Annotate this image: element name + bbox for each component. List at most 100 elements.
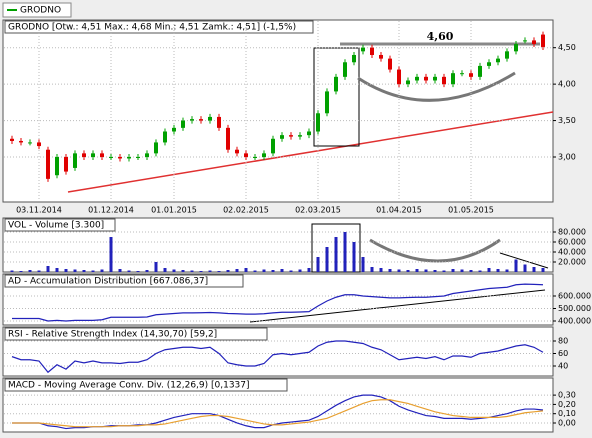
x-tick-label: 02.02.2015 [223,206,269,215]
x-tick-label: 03.11.2014 [16,206,62,215]
candle-body [190,119,194,121]
candle-body [370,47,374,55]
volume-bar [253,270,257,272]
candle-body [280,135,284,139]
line [12,399,544,428]
candle-body [10,138,14,141]
candle-body [100,153,104,158]
volume-bar [334,237,338,272]
candle-body [181,120,185,128]
volume-bar [154,262,158,272]
volume-bar [19,271,23,272]
volume-bar [343,232,347,272]
price-panel [2,19,554,203]
volume-bar [397,269,401,272]
volume-bar [496,269,500,272]
candle-body [289,135,293,137]
y-tick-label: 60 [558,349,568,358]
volume-bar [118,269,122,272]
volume-bar [514,259,518,272]
volume-bar [73,269,77,272]
y-tick-label: 60.000 [558,238,586,247]
candle-body [406,80,410,85]
candle-body [451,73,455,85]
volume-bar [352,242,356,272]
candle-body [235,149,239,154]
y-tick-label: 3,00 [558,153,576,162]
candle-body [91,153,95,158]
volume-bar [181,270,185,272]
candle-body [118,157,122,159]
volume-bar [190,270,194,272]
volume-bar [379,268,383,272]
candle-body [64,157,68,172]
candle-body [307,131,311,136]
panel-title: GRODNO [Otw.: 4,51 Max.: 4,68 Min.: 4,51… [8,23,296,33]
volume-bar [307,268,311,272]
candle-body [352,54,356,63]
y-tick-label: 80 [558,337,568,346]
candle-body [532,40,536,45]
candle-body [325,91,329,114]
candle-body [262,153,266,158]
candle-body [244,153,248,158]
volume-bar [109,237,113,272]
y-tick-label: 0,20 [558,400,576,409]
candle-body [397,69,401,85]
volume-bar [10,270,14,272]
candle-body [253,157,257,159]
candle-body [433,76,437,81]
y-tick-label: 600.000 [558,292,591,301]
candle-body [388,58,392,70]
candle-body [73,153,77,168]
volume-bar [388,269,392,272]
volume-bar [451,269,455,272]
volume-bar [280,269,284,272]
volume-bar [298,269,302,272]
volume-bar [208,270,212,272]
candle-body [505,51,509,59]
y-tick-label: 40 [558,362,568,371]
cup-curve [357,71,516,102]
candle-body [442,76,446,85]
volume-bar [235,269,239,272]
panel-title: MACD - Moving Average Conv. Div. (12,26,… [8,381,250,391]
volume-bar [91,270,95,272]
candle-body [109,157,113,159]
volume-bar [478,270,482,272]
y-tick-label: 80.000 [558,228,586,237]
panel-header [4,327,268,341]
y-tick-label: 3,50 [558,116,576,125]
candle-body [541,34,545,47]
candle-body [28,142,32,144]
y-tick-label: 4,50 [558,43,576,52]
volume-bar [37,270,41,272]
volume-bar [505,269,509,272]
y-tick-label: 0,30 [558,391,576,400]
volume-bar [424,269,428,272]
volume-bar [82,270,86,272]
candle-body [136,157,140,159]
candle-body [460,73,464,75]
candle-body [217,116,221,128]
volume-bar [325,247,329,272]
volume-bar [136,271,140,272]
volume-bar [532,267,536,272]
volume-bar [46,266,50,272]
volume-bar [244,268,248,272]
candle-body [37,142,41,147]
volume-bar [217,271,221,272]
candle-body [199,119,203,121]
annotation: 4,60 [427,30,454,43]
y-tick-label: 20.000 [558,258,586,267]
volume-bar [262,269,266,272]
panel-title: VOL - Volume [3.300] [8,221,104,231]
candle-body [523,40,527,42]
candle-body [226,127,230,150]
volume-bar [199,271,203,272]
trend-line [499,252,549,269]
volume-bar [28,270,32,272]
candle-body [424,76,428,81]
candle-body [55,157,59,176]
candle-body [343,62,347,77]
